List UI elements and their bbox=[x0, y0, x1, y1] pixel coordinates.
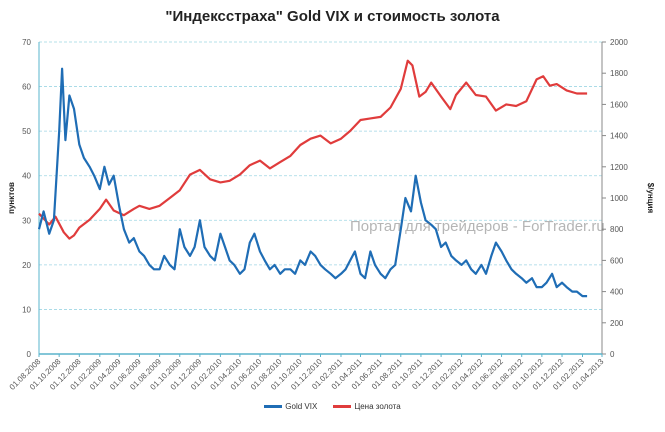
legend-swatch bbox=[333, 405, 352, 408]
y-tick-label: 10 bbox=[22, 305, 31, 314]
y2-tick-label: 800 bbox=[610, 225, 624, 234]
y2-tick-label: 200 bbox=[610, 319, 624, 328]
legend-item-gold-price: Цена золота bbox=[333, 402, 401, 411]
y2-tick-label: 1600 bbox=[610, 100, 628, 109]
y-axis-label: пунктов bbox=[7, 182, 16, 214]
legend-label: Gold VIX bbox=[285, 402, 318, 411]
chart-title: "Индексстраха" Gold VIX и стоимость золо… bbox=[165, 8, 500, 25]
y-tick-label: 50 bbox=[22, 127, 31, 136]
watermark: Портал для трейдеров - ForTrader.ru bbox=[350, 218, 605, 235]
y-tick-label: 40 bbox=[22, 172, 31, 181]
y-tick-label: 0 bbox=[27, 350, 32, 359]
legend-item-gold-vix: Gold VIX bbox=[264, 402, 317, 411]
series-line-gold-vix bbox=[37, 67, 588, 298]
y-tick-label: 70 bbox=[22, 38, 31, 47]
legend-label: Цена золота bbox=[354, 402, 401, 411]
y2-tick-label: 1800 bbox=[610, 69, 628, 78]
y2-tick-label: 1000 bbox=[610, 194, 628, 203]
y-tick-label: 60 bbox=[22, 83, 31, 92]
y2-tick-label: 0 bbox=[610, 350, 615, 359]
y2-tick-label: 1200 bbox=[610, 163, 628, 172]
series-line-gold-price bbox=[38, 59, 588, 240]
y2-tick-label: 600 bbox=[610, 256, 624, 265]
y2-axis-label: $/унция bbox=[646, 183, 655, 214]
y2-tick-label: 400 bbox=[610, 288, 624, 297]
y2-tick-label: 1400 bbox=[610, 132, 628, 141]
y2-tick-label: 2000 bbox=[610, 38, 628, 47]
legend: Gold VIX Цена золота bbox=[0, 402, 665, 411]
legend-swatch bbox=[264, 405, 283, 408]
y-tick-label: 20 bbox=[22, 261, 31, 270]
y-tick-label: 30 bbox=[22, 216, 31, 225]
